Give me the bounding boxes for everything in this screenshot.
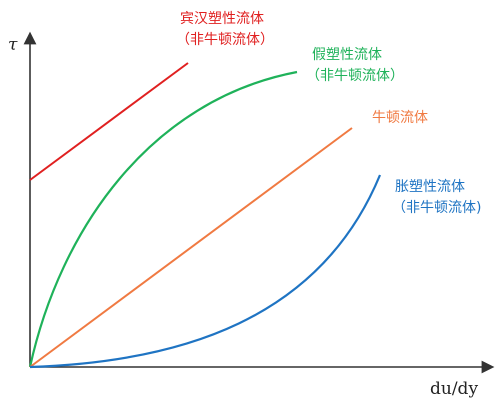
bingham-label-line1: 宾汉塑性流体 xyxy=(180,11,264,27)
x-axis-label: du/dy xyxy=(430,379,478,399)
y-axis-label: τ xyxy=(8,35,18,55)
pseudoplastic-curve xyxy=(28,70,298,368)
bingham-curve xyxy=(29,62,189,181)
pseudoplastic-label-line2: （非牛顿流体） xyxy=(306,68,404,84)
dilatant-curve xyxy=(29,174,382,369)
dilatant-label-line1: 胀塑性流体 xyxy=(395,179,465,195)
newtonian-curve xyxy=(29,127,353,368)
bingham-label-line2: （非牛顿流体） xyxy=(176,32,274,48)
pseudoplastic-label-line1: 假塑性流体 xyxy=(312,47,382,63)
dilatant-label-line2: （非牛顿流体) xyxy=(392,200,481,216)
newtonian-label: 牛顿流体 xyxy=(372,110,428,126)
